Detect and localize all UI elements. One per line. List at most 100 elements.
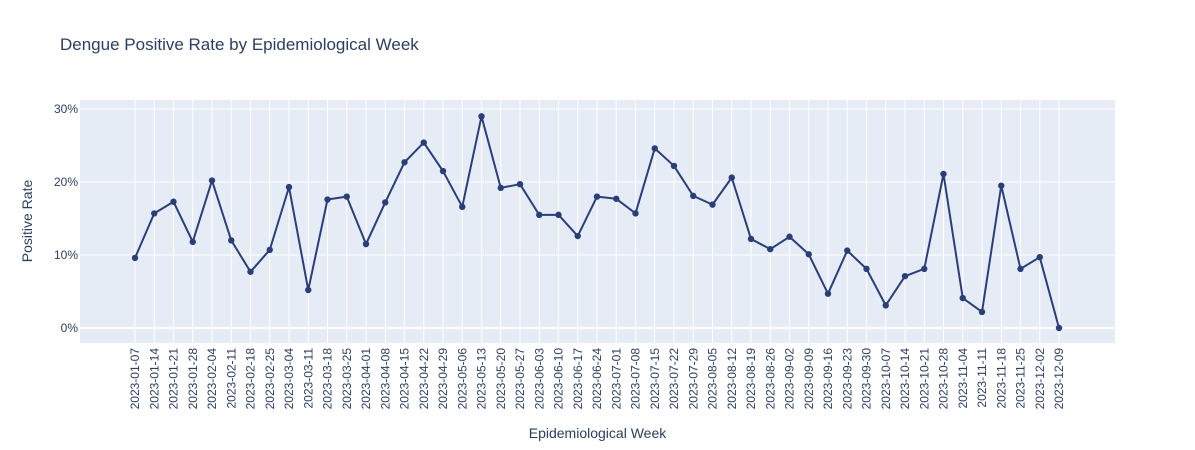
x-axis-title: Epidemiological Week [529,425,667,441]
data-point [959,294,966,302]
x-tick-label: 2023-09-09 [802,348,816,410]
data-point [497,184,504,192]
x-tick-label: 2023-07-08 [629,348,643,410]
data-point [709,201,716,208]
data-point [536,211,543,219]
data-point [478,113,485,120]
data-point [998,182,1005,189]
x-tick-label: 2023-01-14 [147,348,161,410]
data-point [863,265,870,273]
data-point [805,251,812,258]
data-point [401,159,408,166]
data-point [651,145,658,152]
data-point [266,246,273,254]
data-point [824,290,832,297]
x-tick-label: 2023-09-23 [840,348,854,410]
y-tick-label: 0% [61,321,79,335]
data-point [516,180,524,188]
x-tick-label: 2023-04-08 [378,348,392,410]
x-tick-label: 2023-08-05 [706,348,720,410]
x-tick-label: 2023-11-25 [1014,348,1028,409]
data-point [420,139,427,146]
x-tick-label: 2023-06-17 [571,348,585,410]
data-point [901,272,909,280]
data-point [131,254,139,262]
data-point [574,232,581,240]
x-tick-label: 2023-04-29 [436,348,450,410]
x-tick-label: 2023-07-29 [686,348,700,410]
x-tick-label: 2023-01-07 [128,348,142,410]
data-point [1017,265,1024,273]
data-point [978,308,986,316]
x-tick-label: 2023-02-25 [263,348,277,410]
data-point [747,235,755,243]
x-tick-label: 2023-03-25 [340,348,354,410]
x-tick-label: 2023-03-18 [321,348,335,410]
x-tick-label: 2023-11-11 [975,348,989,408]
data-point [208,177,216,184]
data-point [844,247,851,254]
data-point [555,211,562,219]
x-tick-label: 2023-04-01 [359,348,373,410]
x-tick-label: 2023-11-04 [956,348,970,409]
data-point [921,265,928,273]
x-tick-label: 2023-03-11 [301,348,315,409]
x-tick-label: 2023-09-30 [860,348,874,410]
x-tick-label: 2023-08-12 [725,348,739,410]
chart-title: Dengue Positive Rate by Epidemiological … [60,35,419,54]
data-point [439,167,447,175]
x-tick-label: 2023-04-15 [398,348,412,410]
x-tick-label: 2023-03-04 [282,348,296,410]
x-tick-label: 2023-05-13 [475,348,489,410]
x-tick-label: 2023-02-18 [244,348,258,410]
x-tick-label: 2023-07-22 [667,348,681,410]
data-point [882,302,889,309]
y-tick-label: 10% [54,248,78,262]
data-point [728,174,735,181]
x-tick-label: 2023-05-27 [513,348,527,410]
x-tick-label: 2023-07-15 [648,348,662,410]
x-tick-label: 2023-06-03 [532,348,546,410]
data-point [1055,324,1063,332]
data-point [593,193,601,200]
data-point [228,237,235,244]
y-tick-label: 30% [54,102,78,116]
x-tick-label: 2023-11-18 [994,348,1008,409]
x-tick-label: 2023-09-02 [783,348,797,410]
data-point [940,170,947,178]
data-point [1036,253,1043,261]
x-axis-ticks: 2023-01-07 2023-01-14 2023-01-21 2023-01-28… [128,348,1066,410]
data-point [670,162,678,170]
x-tick-label: 2023-08-19 [744,348,758,410]
data-point [285,183,293,191]
data-point [343,193,350,200]
x-tick-label: 2023-01-21 [167,348,181,410]
y-axis-title: Positive Rate [19,180,35,263]
x-tick-label: 2023-05-20 [494,348,508,410]
x-tick-label: 2023-12-09 [1052,348,1066,410]
x-tick-label: 2023-02-04 [205,348,219,410]
data-point [247,268,254,275]
x-tick-label: 2023-04-22 [417,348,431,410]
data-point [362,240,370,248]
x-tick-label: 2023-10-28 [937,348,951,410]
x-tick-label: 2023-10-14 [898,348,912,410]
x-tick-label: 2023-02-11 [224,348,238,409]
y-axis-ticks: 0% 10% 20% 30% [54,102,78,335]
data-point [382,199,389,206]
data-point [189,238,196,246]
data-point [170,198,177,205]
x-gridlines [134,100,1060,343]
x-tick-label: 2023-01-28 [186,348,200,410]
data-point [690,192,697,200]
data-point [767,245,774,253]
data-point [632,210,639,217]
data-point [786,233,793,240]
x-tick-label: 2023-07-01 [609,348,623,410]
series-points [131,113,1063,332]
data-point [459,203,466,211]
x-tick-label: 2023-08-26 [763,348,777,410]
data-point [305,286,312,294]
data-point [151,210,158,217]
